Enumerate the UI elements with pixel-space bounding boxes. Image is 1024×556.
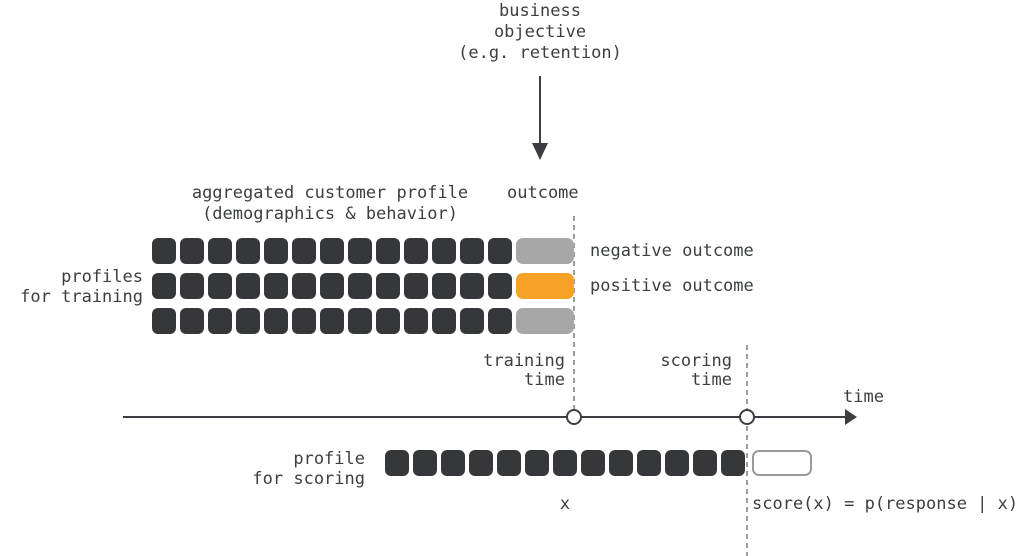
negative-outcome-label: negative outcome (590, 241, 754, 261)
profile-cell (236, 238, 260, 264)
profile-cell (488, 308, 512, 334)
profile-cell (376, 238, 400, 264)
profile-cell (609, 450, 633, 476)
profile-cell (404, 238, 428, 264)
training-time-marker (566, 409, 582, 425)
profile-cell (432, 273, 456, 299)
profile-cell (432, 238, 456, 264)
profile-cell (292, 308, 316, 334)
positive-outcome-label: positive outcome (590, 276, 754, 296)
time-axis-label: time (843, 387, 884, 407)
training-row (152, 308, 574, 334)
profile-cell (385, 450, 409, 476)
outcome-header: outcome (507, 183, 579, 203)
profile-cell (348, 238, 372, 264)
profile-cell (208, 308, 232, 334)
profile-cell (376, 273, 400, 299)
profile-cell (320, 308, 344, 334)
training-time-dashed-line (573, 216, 575, 409)
profile-cell (637, 450, 661, 476)
training-row (152, 238, 574, 264)
profile-cell (693, 450, 717, 476)
profile-cell (404, 273, 428, 299)
profile-cell (460, 308, 484, 334)
profile-cell (460, 273, 484, 299)
training-rows (152, 238, 574, 334)
profile-for-scoring-label: profile for scoring (252, 449, 365, 489)
training-row (152, 273, 574, 299)
profile-cell (721, 450, 745, 476)
down-arrow-icon (532, 143, 548, 160)
profile-cell (208, 238, 232, 264)
outcome-block (516, 308, 574, 334)
profile-cell (152, 238, 176, 264)
business-objective-label: business objective (e.g. retention) (458, 1, 622, 63)
profile-cell (553, 450, 577, 476)
profile-cell (264, 308, 288, 334)
training-time-label: training time (483, 351, 565, 390)
profile-cell (292, 273, 316, 299)
outcome-block (516, 273, 574, 299)
profile-cell (292, 238, 316, 264)
profile-cell (488, 238, 512, 264)
profile-cell (236, 308, 260, 334)
profile-cell (180, 273, 204, 299)
profile-cell (348, 273, 372, 299)
profile-cell (525, 450, 549, 476)
profile-cell (376, 308, 400, 334)
profile-cell (152, 308, 176, 334)
profile-cell (441, 450, 465, 476)
profile-cell (264, 273, 288, 299)
score-formula-label: score(x) = p(response | x) (752, 494, 1019, 514)
profile-cell (404, 308, 428, 334)
time-axis-arrowhead-icon (845, 409, 857, 425)
scoring-time-label: scoring time (660, 351, 732, 390)
scoring-time-dashed-line (746, 345, 748, 556)
profile-cell (460, 238, 484, 264)
profile-cell (236, 273, 260, 299)
x-label: x (559, 494, 571, 514)
time-axis (123, 416, 846, 418)
profile-cell (180, 308, 204, 334)
profile-cell (208, 273, 232, 299)
profile-cell (152, 273, 176, 299)
profile-cell (264, 238, 288, 264)
aggregated-profile-header: aggregated customer profile (demographic… (191, 183, 469, 224)
profile-cell (320, 238, 344, 264)
scoring-row (385, 450, 745, 476)
profile-cell (413, 450, 437, 476)
profile-cell (665, 450, 689, 476)
profile-cell (348, 308, 372, 334)
profile-cell (180, 238, 204, 264)
profile-cell (320, 273, 344, 299)
score-placeholder-block (752, 450, 812, 476)
down-arrow-line (539, 76, 541, 144)
outcome-block (516, 238, 574, 264)
profile-cell (432, 308, 456, 334)
profile-cell (581, 450, 605, 476)
scoring-time-marker (739, 409, 755, 425)
profiles-for-training-label: profiles for training (20, 267, 143, 307)
profile-cell (469, 450, 493, 476)
profile-cell (497, 450, 521, 476)
profile-cell (488, 273, 512, 299)
